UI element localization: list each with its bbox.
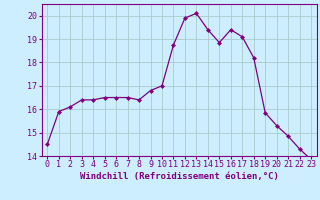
X-axis label: Windchill (Refroidissement éolien,°C): Windchill (Refroidissement éolien,°C) — [80, 172, 279, 181]
